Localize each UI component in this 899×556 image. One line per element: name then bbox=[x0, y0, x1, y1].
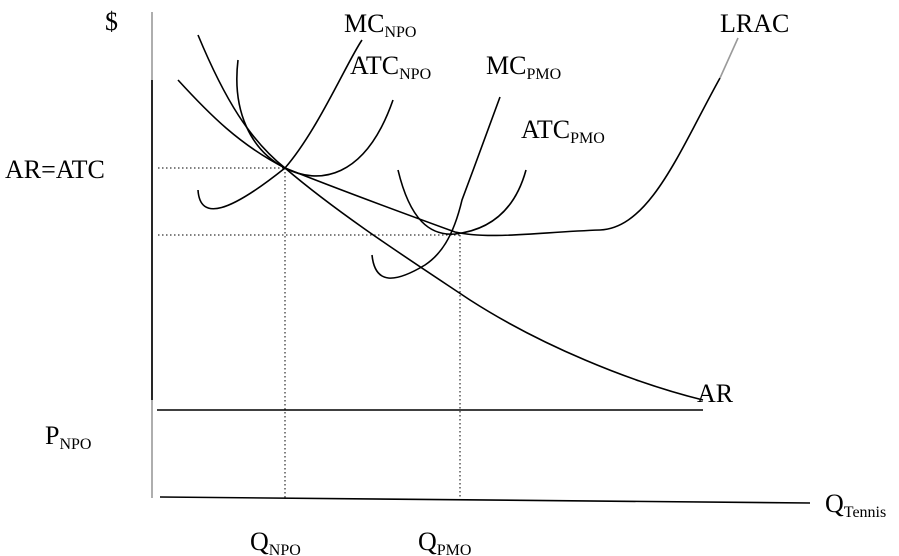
mc-npo-curve bbox=[197, 39, 363, 210]
mc-pmo-curve bbox=[371, 96, 501, 279]
atc-npo-label: ATCNPO bbox=[350, 51, 431, 83]
q-npo-label: QNPO bbox=[250, 527, 301, 556]
x-axis bbox=[159, 496, 811, 504]
ar-curve bbox=[197, 34, 704, 401]
y-axis-label: $ bbox=[105, 7, 118, 36]
lrac-curve bbox=[177, 77, 721, 237]
ar-label: AR bbox=[697, 379, 734, 408]
q-tennis-label: QTennis bbox=[825, 489, 886, 521]
lrac-label: LRAC bbox=[720, 9, 789, 38]
mc-pmo-label: MCPMO bbox=[486, 51, 561, 83]
ar-atc-label: AR=ATC bbox=[5, 155, 105, 184]
p-npo-label: PNPO bbox=[45, 421, 91, 453]
lrac-curve-end bbox=[719, 37, 739, 79]
atc-pmo-curve bbox=[397, 169, 527, 235]
atc-pmo-label: ATCPMO bbox=[521, 115, 605, 147]
mc-npo-label: MCNPO bbox=[344, 9, 416, 41]
q-pmo-label: QPMO bbox=[418, 527, 471, 556]
